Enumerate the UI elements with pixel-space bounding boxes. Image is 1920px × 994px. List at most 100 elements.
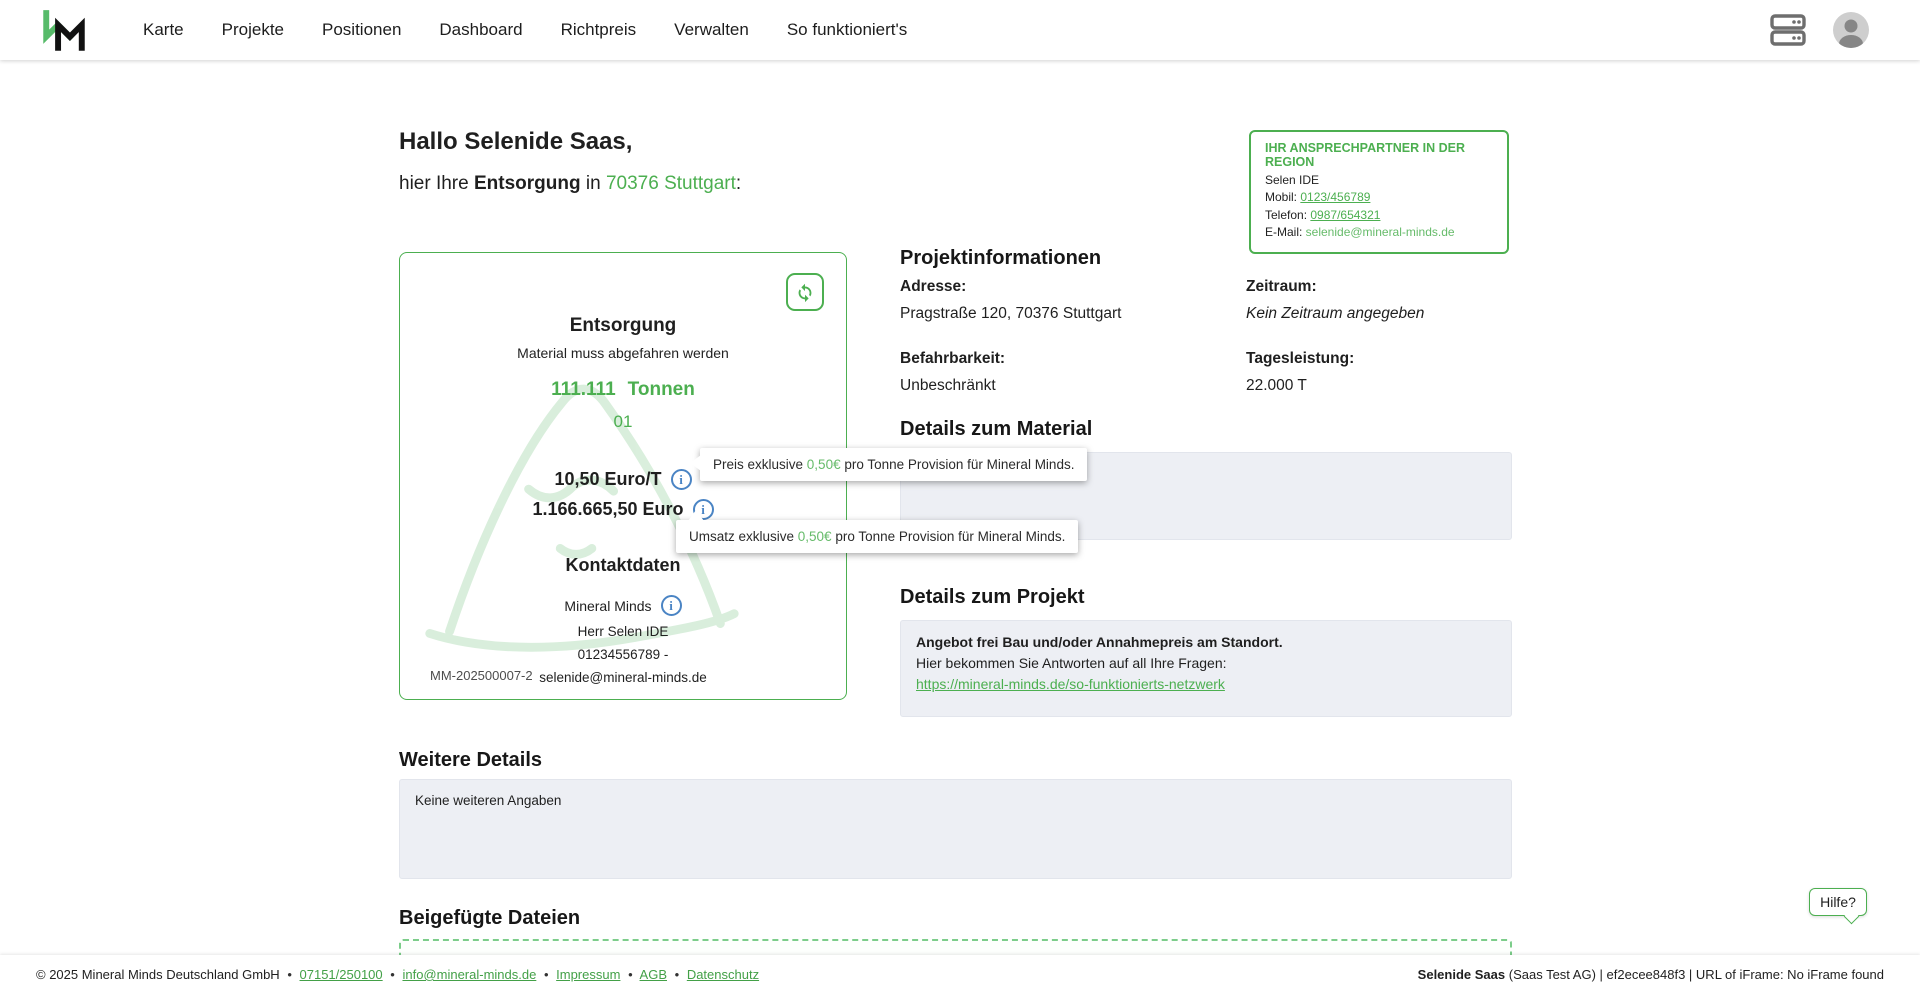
footer-separator: •: [543, 967, 549, 982]
project-details-bold-line: Angebot frei Bau und/oder Annahmepreis a…: [916, 634, 1283, 650]
price-tooltip: Preis exklusive 0,50€ pro Tonne Provisio…: [689, 448, 1088, 481]
help-button-label: Hilfe?: [1820, 894, 1856, 910]
footer-email-link[interactable]: info@mineral-minds.de: [402, 967, 537, 982]
footer-impressum-link[interactable]: Impressum: [556, 967, 621, 982]
footer-datenschutz-link[interactable]: Datenschutz: [686, 967, 760, 982]
location-link[interactable]: 70376 Stuttgart: [605, 173, 736, 194]
offer-amount: 111.111 Tonnen: [400, 379, 846, 401]
nav-item-positionen[interactable]: Positionen: [322, 20, 402, 39]
zeitraum-label: Zeitraum:: [1246, 278, 1317, 295]
befahrbarkeit-value: Unbeschränkt: [900, 377, 996, 394]
contact-data-heading: Kontaktdaten: [565, 555, 681, 575]
footer-user-name: Selenide Saas: [1417, 967, 1506, 982]
offer-subtitle: Material muss abgefahren werden: [517, 345, 729, 361]
project-details-title: Details zum Projekt: [900, 586, 1085, 608]
nav-item-so-funktionierts[interactable]: So funktioniert's: [786, 20, 908, 39]
offer-card-body: Entsorgung Material muss abgefahren werd…: [400, 253, 846, 685]
position-number: 01: [613, 412, 633, 431]
telefon-label: Telefon:: [1265, 207, 1311, 222]
footer-copyright: © 2025 Mineral Minds Deutschland GmbH: [36, 967, 280, 982]
contact-phone: 01234556789 -: [577, 647, 669, 662]
zeitraum-value: Kein Zeitraum angegeben: [1246, 305, 1425, 322]
footer-separator: •: [628, 967, 633, 982]
contact-email: selenide@mineral-minds.de: [539, 670, 707, 685]
nav-item-dashboard[interactable]: Dashboard: [439, 20, 523, 39]
nav-right-icons: [1770, 11, 1870, 49]
mobil-link[interactable]: 0123/456789: [1300, 190, 1371, 205]
account-avatar-icon[interactable]: [1832, 11, 1870, 49]
project-details-text-line: Hier bekommen Sie Antworten auf all Ihre…: [916, 655, 1227, 671]
more-details-content: Keine weiteren Angaben: [415, 793, 562, 808]
footer-separator: •: [674, 967, 680, 982]
nav-item-karte[interactable]: Karte: [143, 20, 184, 39]
project-info-title: Projektinformationen: [900, 247, 1102, 269]
tagesleistung-label: Tagesleistung:: [1246, 350, 1355, 367]
tagesleistung-value: 22.000 T: [1246, 377, 1307, 394]
adresse-label: Adresse:: [900, 278, 967, 295]
company-info-icon[interactable]: i: [660, 595, 682, 616]
footer-phone-link[interactable]: 07151/250100: [299, 967, 383, 982]
total-tooltip-highlight: 0,50€: [797, 529, 832, 544]
email-label: E-Mail:: [1265, 225, 1306, 240]
more-details-title: Weitere Details: [399, 749, 543, 771]
refresh-icon: [798, 283, 812, 303]
email-link[interactable]: selenide@mineral-minds.de: [1305, 225, 1455, 240]
befahrbarkeit-label: Befahrbarkeit:: [900, 350, 1006, 367]
attachments-title: Beigefügte Dateien: [399, 907, 581, 929]
footer-left: © 2025 Mineral Minds Deutschland GmbH • …: [36, 967, 759, 982]
material-details-title: Details zum Material: [900, 418, 1093, 440]
contact-telefon-row: Telefon: 0987/654321: [1265, 207, 1493, 224]
telefon-link[interactable]: 0987/654321: [1310, 207, 1381, 222]
footer-agb-link[interactable]: AGB: [639, 967, 667, 982]
refresh-button[interactable]: [786, 273, 824, 311]
footer-separator: •: [287, 967, 292, 982]
greeting-prefix: hier Ihre: [399, 173, 474, 194]
amount-unit: Tonnen: [627, 379, 695, 400]
greeting-mid: in: [580, 173, 606, 194]
footer-separator: •: [390, 967, 395, 982]
greeting-keyword: Entsorgung: [473, 173, 581, 194]
field-befahrbarkeit: Befahrbarkeit: Unbeschränkt: [900, 350, 1246, 395]
network-info-link[interactable]: https://mineral-minds.de/so-funktioniert…: [916, 676, 1225, 692]
price-tooltip-highlight: 0,50€: [806, 457, 841, 472]
dns-icon[interactable]: [1770, 13, 1806, 47]
field-tagesleistung: Tagesleistung: 22.000 T: [1246, 350, 1512, 395]
greeting-block: Hallo Selenide Saas, hier Ihre Entsorgun…: [399, 128, 741, 195]
more-details-box: Keine weiteren Angaben: [399, 779, 1512, 879]
total-tooltip: Umsatz exklusive 0,50€ pro Tonne Provisi…: [676, 510, 1079, 553]
adresse-value: Pragstraße 120, 70376 Stuttgart: [900, 305, 1122, 322]
nav-item-projekte[interactable]: Projekte: [221, 20, 285, 39]
price-per-ton: 10,50 Euro/T: [554, 469, 662, 489]
price-per-ton-row: 10,50 Euro/T i: [400, 469, 846, 490]
price-info-icon[interactable]: i: [670, 469, 692, 490]
contact-email-row: E-Mail: selenide@mineral-minds.de: [1265, 224, 1493, 241]
total-tooltip-suffix: pro Tonne Provision für Mineral Minds.: [831, 529, 1066, 544]
footer: © 2025 Mineral Minds Deutschland GmbH • …: [0, 955, 1920, 994]
nav-links: Karte Projekte Positionen Dashboard Rich…: [143, 20, 907, 40]
footer-session-info: (Saas Test AG) | ef2ecee848f3 | URL of i…: [1505, 967, 1884, 982]
company-name: Mineral Minds: [564, 597, 652, 614]
mineral-minds-logo[interactable]: [42, 7, 86, 53]
project-details-box: Angebot frei Bau und/oder Annahmepreis a…: [900, 620, 1512, 717]
total-price-row: 1.166.665,50 Euro i: [400, 499, 846, 520]
nav-item-richtpreis[interactable]: Richtpreis: [560, 20, 637, 39]
footer-right: Selenide Saas (Saas Test AG) | ef2ecee84…: [1418, 967, 1884, 982]
amount-value: 111.111: [551, 379, 616, 400]
greeting-subtitle: hier Ihre Entsorgung in 70376 Stuttgart:: [399, 173, 741, 195]
offer-type-title: Entsorgung: [569, 315, 677, 336]
help-button[interactable]: Hilfe?: [1809, 888, 1867, 925]
nav-item-verwalten[interactable]: Verwalten: [674, 20, 749, 39]
price-tooltip-suffix: pro Tonne Provision für Mineral Minds.: [840, 457, 1075, 472]
mobil-label: Mobil:: [1265, 190, 1301, 205]
field-zeitraum: Zeitraum: Kein Zeitraum angegeben: [1246, 278, 1512, 323]
price-tooltip-prefix: Preis exklusive: [713, 457, 807, 472]
reference-number: MM-202500007-2: [430, 668, 533, 683]
company-row: Mineral Minds i: [400, 595, 846, 616]
contact-person: Herr Selen IDE: [577, 624, 669, 639]
regional-contact-box: IHR ANSPRECHPARTNER IN DER REGION Selen …: [1249, 130, 1509, 254]
contact-box-title: IHR ANSPRECHPARTNER IN DER REGION: [1265, 141, 1466, 169]
greeting-title: Hallo Selenide Saas,: [399, 128, 633, 155]
contact-name: Selen IDE: [1265, 173, 1320, 187]
total-tooltip-prefix: Umsatz exklusive: [689, 529, 798, 544]
